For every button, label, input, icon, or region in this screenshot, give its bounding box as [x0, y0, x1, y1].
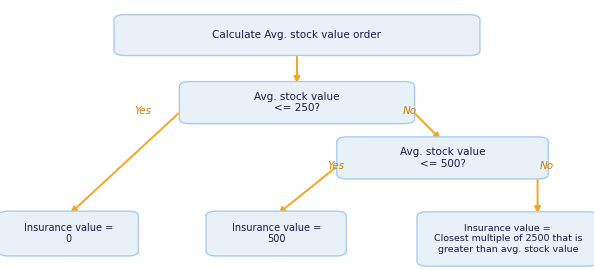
Text: Insurance value =
0: Insurance value = 0: [24, 223, 113, 244]
Text: Calculate Avg. stock value order: Calculate Avg. stock value order: [213, 30, 381, 40]
FancyBboxPatch shape: [337, 137, 548, 179]
Text: No: No: [539, 161, 554, 171]
FancyBboxPatch shape: [206, 211, 346, 256]
FancyBboxPatch shape: [417, 212, 594, 266]
Text: Yes: Yes: [134, 106, 151, 116]
Text: No: No: [403, 106, 417, 116]
Text: Insurance value =
Closest multiple of 2500 that is
greater than avg. stock value: Insurance value = Closest multiple of 25…: [434, 224, 582, 254]
FancyBboxPatch shape: [179, 82, 415, 124]
Text: Avg. stock value
<= 500?: Avg. stock value <= 500?: [400, 147, 485, 169]
FancyBboxPatch shape: [114, 15, 480, 56]
Text: Insurance value =
500: Insurance value = 500: [232, 223, 321, 244]
Text: Yes: Yes: [327, 161, 344, 171]
FancyBboxPatch shape: [0, 211, 138, 256]
Text: Avg. stock value
<= 250?: Avg. stock value <= 250?: [254, 92, 340, 113]
